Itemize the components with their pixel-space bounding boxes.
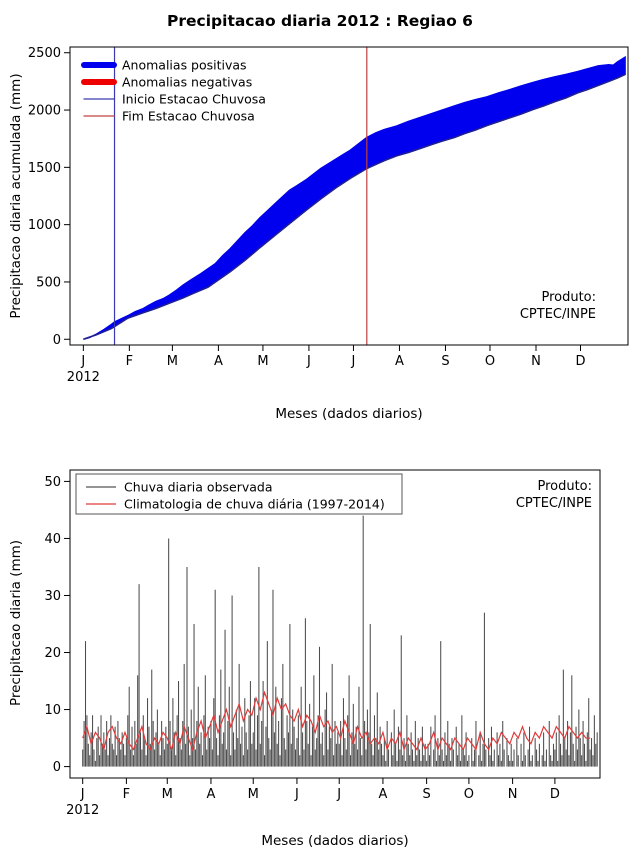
- x-tick-label: M: [167, 354, 178, 369]
- x-tick-label: J: [80, 354, 85, 369]
- chart-precipitacao-diaria: Precipitacao diaria (mm) Chuva diaria ob…: [0, 440, 640, 850]
- y-tick-label: 2500: [28, 46, 61, 61]
- legend-acumulada: Anomalias positivas Anomalias negativas In…: [81, 58, 266, 124]
- axes: 0 10 20 30 40 50 J F M A M J J A S O N D 2012: [44, 469, 601, 816]
- produto-line1: Produto:: [537, 479, 592, 494]
- y-tick-label: 500: [36, 275, 61, 290]
- legend-label: Anomalias positivas: [122, 58, 247, 73]
- produto-annotation: Produto: CPTEC/INPE: [520, 290, 596, 322]
- chart-precipitacao-acumulada: Precipitacao diaria 2012 : Regiao 6 Prec…: [8, 12, 629, 422]
- legend-diaria: Chuva diaria observada Climatologia de ch…: [75, 473, 403, 515]
- x-tick-label: D: [550, 787, 560, 802]
- legend-label: Chuva diaria observada: [124, 480, 273, 495]
- daily-rain-bars: [82, 515, 598, 767]
- x-tick-label: J: [351, 354, 356, 369]
- x-tick-label: F: [126, 354, 133, 369]
- x-tick-label: A: [378, 787, 387, 802]
- axes: 0 500 1000 1500 2000 2500 J F M A M J J A S O N D 2012: [28, 46, 629, 385]
- produto-line2: CPTEC/INPE: [520, 307, 596, 322]
- legend-label: Fim Estacao Chuvosa: [122, 109, 255, 124]
- x-axis-label-diaria: Meses (dados diarios): [261, 833, 409, 849]
- year-label: 2012: [66, 803, 99, 816]
- y-tick-label: 2000: [28, 104, 61, 119]
- y-tick-label: 40: [44, 532, 61, 547]
- y-tick-label: 30: [44, 589, 61, 604]
- x-tick-label: A: [207, 787, 216, 802]
- year-label: 2012: [67, 370, 100, 385]
- x-tick-label: O: [485, 354, 495, 369]
- x-tick-label: S: [422, 787, 430, 802]
- chart-title: Precipitacao diaria 2012 : Regiao 6: [167, 12, 473, 30]
- y-tick-label: 1500: [28, 161, 61, 176]
- y-tick-label: 50: [44, 475, 61, 490]
- y-tick-label: 10: [44, 703, 61, 718]
- x-tick-label: S: [441, 354, 449, 369]
- produto-annotation: Produto: CPTEC/INPE: [516, 479, 592, 511]
- x-tick-label: O: [464, 787, 474, 802]
- x-tick-label: J: [294, 787, 299, 802]
- plot-box: [69, 46, 629, 346]
- legend-label: Inicio Estacao Chuvosa: [122, 92, 266, 107]
- y-tick-label: 20: [44, 646, 61, 661]
- x-tick-label: J: [80, 787, 85, 802]
- y-tick-label: 0: [53, 333, 61, 348]
- legend-label: Anomalias negativas: [122, 75, 252, 90]
- x-tick-label: D: [576, 354, 586, 369]
- x-tick-label: M: [248, 787, 259, 802]
- plot-diaria: Chuva diaria observada Climatologia de ch…: [44, 469, 601, 816]
- plot-acumulada: 0 500 1000 1500 2000 2500 J F M A M J J A S O N D 2012 Anom…: [28, 46, 629, 385]
- x-tick-label: F: [123, 787, 130, 802]
- plot-box: [69, 469, 601, 779]
- x-axis-label-acumulada: Meses (dados diarios): [275, 406, 423, 422]
- legend-label: Climatologia de chuva diária (1997-2014): [124, 497, 385, 512]
- y-tick-label: 0: [53, 760, 61, 775]
- x-tick-label: N: [508, 787, 518, 802]
- x-tick-label: J: [306, 354, 311, 369]
- produto-line1: Produto:: [541, 290, 596, 305]
- x-tick-label: N: [531, 354, 541, 369]
- daily-climatology-line: [82, 690, 591, 752]
- x-tick-label: M: [257, 354, 268, 369]
- x-tick-label: A: [214, 354, 223, 369]
- legend-box: [75, 473, 403, 515]
- y-tick-label: 1000: [28, 218, 61, 233]
- x-tick-label: A: [395, 354, 404, 369]
- x-tick-label: M: [162, 787, 173, 802]
- x-tick-label: J: [336, 787, 341, 802]
- cumulative-climatology-line: [83, 73, 626, 340]
- produto-line2: CPTEC/INPE: [516, 496, 592, 511]
